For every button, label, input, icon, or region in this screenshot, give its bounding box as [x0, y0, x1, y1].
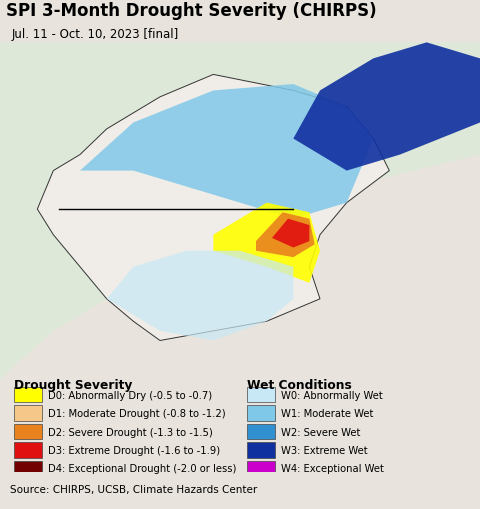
Bar	[14, 424, 42, 439]
Text: W0: Abnormally Wet: W0: Abnormally Wet	[281, 390, 383, 400]
Polygon shape	[0, 43, 480, 379]
Bar	[247, 387, 275, 403]
Text: D4: Exceptional Drought (-2.0 or less): D4: Exceptional Drought (-2.0 or less)	[48, 463, 236, 473]
Polygon shape	[272, 219, 309, 248]
Text: W1: Moderate Wet: W1: Moderate Wet	[281, 408, 373, 418]
Polygon shape	[256, 213, 315, 258]
Polygon shape	[107, 251, 293, 341]
Bar	[247, 461, 275, 476]
Bar	[14, 406, 42, 421]
Text: D3: Extreme Drought (-1.6 to -1.9): D3: Extreme Drought (-1.6 to -1.9)	[48, 445, 220, 455]
Text: Drought Severity: Drought Severity	[14, 378, 133, 391]
Polygon shape	[80, 85, 373, 219]
Text: D0: Abnormally Dry (-0.5 to -0.7): D0: Abnormally Dry (-0.5 to -0.7)	[48, 390, 212, 400]
Text: W4: Exceptional Wet: W4: Exceptional Wet	[281, 463, 384, 473]
Text: Source: CHIRPS, UCSB, Climate Hazards Center: Source: CHIRPS, UCSB, Climate Hazards Ce…	[10, 484, 257, 494]
Bar	[247, 424, 275, 439]
Bar	[247, 406, 275, 421]
Text: D1: Moderate Drought (-0.8 to -1.2): D1: Moderate Drought (-0.8 to -1.2)	[48, 408, 226, 418]
Text: SPI 3-Month Drought Severity (CHIRPS): SPI 3-Month Drought Severity (CHIRPS)	[6, 2, 376, 20]
Polygon shape	[213, 203, 320, 283]
Text: D2: Severe Drought (-1.3 to -1.5): D2: Severe Drought (-1.3 to -1.5)	[48, 427, 213, 437]
Text: W3: Extreme Wet: W3: Extreme Wet	[281, 445, 367, 455]
Text: Wet Conditions: Wet Conditions	[247, 378, 352, 391]
Polygon shape	[37, 75, 389, 341]
Polygon shape	[293, 43, 480, 171]
Bar	[247, 442, 275, 458]
Bar	[14, 442, 42, 458]
Text: W2: Severe Wet: W2: Severe Wet	[281, 427, 360, 437]
Bar	[14, 387, 42, 403]
Bar	[14, 461, 42, 476]
Text: Jul. 11 - Oct. 10, 2023 [final]: Jul. 11 - Oct. 10, 2023 [final]	[12, 29, 179, 41]
